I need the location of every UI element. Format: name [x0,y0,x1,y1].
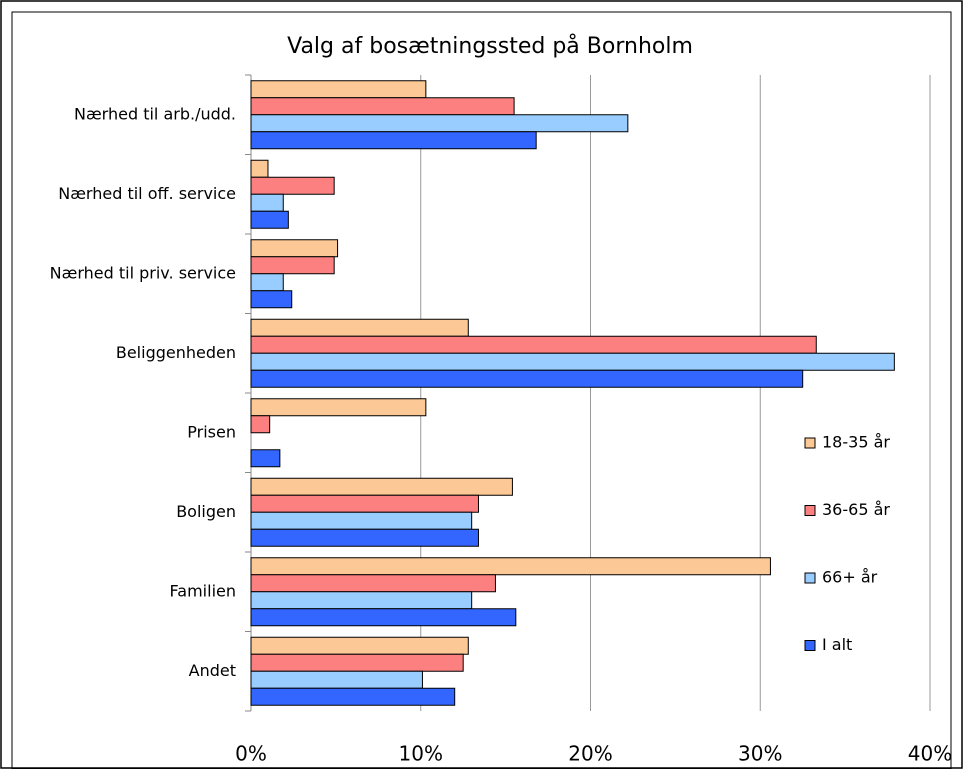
bar [250,131,537,150]
bar [250,369,804,388]
y-tick-label: Prisen [187,422,236,441]
bar [250,193,284,212]
legend-swatch [804,437,816,449]
bar [250,97,515,116]
bar [250,210,289,229]
bar [250,557,771,576]
bar [250,352,895,371]
y-tick-label: Andet [189,661,236,680]
bar [250,636,469,655]
legend-label: I alt [822,635,852,654]
legend-label: 66+ år [822,568,878,587]
bar [250,608,517,627]
chart-area [11,11,952,769]
bar [250,528,479,547]
y-tick-label: Familien [170,581,236,600]
y-tick-label: Boligen [176,502,236,521]
legend-swatch [804,640,816,651]
legend-swatch [804,505,816,516]
legend-swatch [804,572,816,584]
legend-label: 36-65 år [822,500,890,519]
x-tick-label: 0% [235,742,267,766]
y-tick-label: Nærhed til arb./udd. [74,104,236,123]
bar [250,335,817,354]
bar [250,653,464,672]
bar [250,114,629,133]
y-tick-label: Nærhed til priv. service [50,263,236,282]
bar [250,80,427,99]
x-tick-label: 30% [738,742,782,766]
bar [250,398,427,417]
bar [250,415,271,434]
bar [250,290,293,309]
bar [250,449,281,468]
bar [250,511,473,530]
bar [250,239,339,258]
x-tick-label: 40% [908,742,952,766]
bar [250,273,284,292]
y-tick-label: Beliggenheden [116,343,236,362]
chart-title: Valg af bosætningssted på Bornholm [287,33,693,59]
y-tick-label: Nærhed til off. service [58,184,236,203]
bar [250,591,473,610]
bar [250,176,335,195]
x-tick-label: 10% [399,742,443,766]
bar [250,318,469,337]
bar [250,574,496,593]
bar [250,494,479,513]
bar [250,687,456,706]
legend-label: 18-35 år [822,433,890,452]
bar [250,477,513,496]
x-tick-label: 20% [568,742,612,766]
bar [250,256,335,275]
bar [250,670,423,689]
bar [250,159,269,178]
